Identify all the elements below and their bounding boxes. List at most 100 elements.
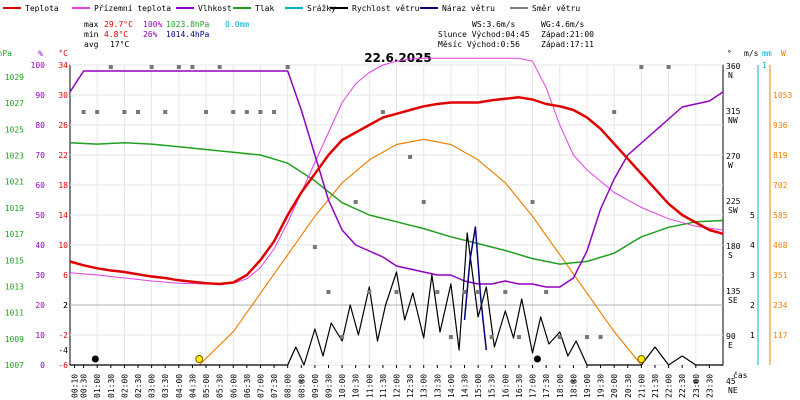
hpa-axis-label: hPa <box>0 49 12 58</box>
series <box>69 57 724 384</box>
moonset-marker <box>533 355 541 363</box>
wm2-axis-tick-label: 351 <box>773 271 788 280</box>
wind-direction-point <box>95 110 100 114</box>
stats-min-hum: 26% <box>143 30 158 39</box>
wind-direction-point <box>489 335 494 339</box>
wind-direction-point <box>272 110 277 114</box>
legend-label: Přízemní teplota <box>94 4 171 13</box>
hpa-axis-tick-label: 1021 <box>5 178 24 187</box>
temp-axis-tick-label-low: -4 <box>58 346 68 355</box>
x-tick-label: 21:30 <box>651 374 660 398</box>
ms-axis-tick-label: 5 <box>750 211 755 220</box>
dir-axis-tick-label: 135 <box>726 287 741 296</box>
x-tick-label: 11:30 <box>379 374 388 398</box>
x-tick-label: 09:00 <box>311 374 320 398</box>
wm2-axis-tick-label: 936 <box>773 121 788 130</box>
dir-axis-tick-label: SE <box>728 296 738 305</box>
wind-direction-point <box>666 65 671 69</box>
dir-axis-tick-label: S <box>728 251 733 260</box>
x-tick-label: 16:00 <box>501 374 510 398</box>
wind-direction-point <box>285 65 290 69</box>
x-tick-label: 22:00 <box>665 374 674 398</box>
wind-direction-point <box>353 200 358 204</box>
dir-axis-label: ° <box>727 49 732 58</box>
x-tick-label: 23:00 <box>692 374 701 398</box>
x-tick-label: 13:30 <box>433 374 442 398</box>
x-tick-label: 18:30 <box>569 374 578 398</box>
x-tick-label: 00:30 <box>80 374 89 398</box>
wind-direction-point <box>231 110 236 114</box>
hpa-axis-tick-label: 1025 <box>5 125 24 134</box>
x-tick-label: 15:30 <box>488 374 497 398</box>
dir-axis-tick-label: SW <box>728 206 738 215</box>
hpa-axis-tick-label: 1023 <box>5 152 24 161</box>
hpa-axis-tick-label: 1029 <box>5 73 24 82</box>
wind-direction-point <box>639 65 644 69</box>
wind-direction-point <box>244 110 249 114</box>
temp-axis-tick-label: -6 <box>58 361 68 370</box>
pct-axis-tick-label: 40 <box>35 241 45 250</box>
x-tick-label: 11:00 <box>365 374 374 398</box>
wind-direction-point <box>598 335 603 339</box>
x-tick-label: 17:30 <box>542 374 551 398</box>
x-tick-label: 02:30 <box>134 374 143 398</box>
stats-max-temp: 29.7°C <box>104 20 133 29</box>
wind-direction-point <box>81 110 86 114</box>
wind-direction-point <box>299 380 304 384</box>
legend-label: Teplota <box>25 4 59 13</box>
pct-axis-label: % <box>38 49 43 58</box>
hpa-axis-tick-label: 1027 <box>5 99 24 108</box>
info-sun-rise: Slunce Východ:04:45 <box>438 30 530 39</box>
wind-direction-point <box>503 290 508 294</box>
legend-label: Vlhkost <box>198 4 232 13</box>
ms-axis-tick-label: 1 <box>750 331 755 340</box>
wm2-axis-tick-label: 468 <box>773 241 788 250</box>
temp-axis-tick-label: 18 <box>58 181 68 190</box>
wind-direction-point <box>312 245 317 249</box>
wind-direction-point <box>258 110 263 114</box>
axes: hPa1029102710251023102110191017101510131… <box>0 49 792 395</box>
x-tick-label: 14:30 <box>461 374 470 398</box>
stats-min-label: min <box>84 30 99 39</box>
series-pressure-line <box>69 141 724 265</box>
temp-axis-tick-label: 30 <box>58 91 68 100</box>
stats-max-label: max <box>84 20 99 29</box>
pct-axis-tick-label: 30 <box>35 271 45 280</box>
stats-avg-temp: 17°C <box>110 40 129 49</box>
wind-direction-point <box>516 335 521 339</box>
x-tick-label: 21:00 <box>637 374 646 398</box>
temp-axis-tick-label: 2 <box>63 301 68 310</box>
x-tick-label: 10:00 <box>338 374 347 398</box>
info-block: WS:3.6m/s WG:4.6m/s Slunce Východ:04:45 … <box>438 20 594 49</box>
wm2-axis-tick-label: 585 <box>773 211 788 220</box>
wind-direction-point <box>693 380 698 384</box>
wind-direction-point <box>204 110 209 114</box>
stats-min-press: 1014.4hPa <box>166 30 210 39</box>
wind-direction-point <box>544 290 549 294</box>
temp-axis-tick-label: 10 <box>58 241 68 250</box>
x-tick-label: 07:00 <box>256 374 265 398</box>
x-tick-label: 01:30 <box>107 374 116 398</box>
hpa-axis-tick-label: 1007 <box>5 361 24 370</box>
x-tick-label: 05:30 <box>216 374 225 398</box>
pct-axis-tick-label: 10 <box>35 331 45 340</box>
legend-label: Srážky <box>307 4 336 13</box>
x-tick-label: 02:00 <box>120 374 129 398</box>
temp-axis-label: °C <box>58 49 68 58</box>
series-wind-gust-line <box>463 226 488 351</box>
pct-axis-tick-label: 50 <box>35 211 45 220</box>
x-tick-label: 00:10 <box>71 374 80 398</box>
wind-direction-point <box>122 110 127 114</box>
temp-axis-tick-label: 34 <box>58 61 68 70</box>
series-temperature-line <box>69 96 724 286</box>
legend-label: Náraz větru <box>442 4 495 13</box>
wind-direction-point <box>108 65 113 69</box>
x-tick-label: 01:00 <box>93 374 102 398</box>
mm-axis-label: mm <box>762 49 772 58</box>
stats-max-hum: 100% <box>143 20 162 29</box>
x-tick-label: 22:30 <box>678 374 687 398</box>
wind-direction-point <box>584 335 589 339</box>
chart-title: 22.6.2025 <box>364 51 432 65</box>
wind-direction-point <box>149 65 154 69</box>
x-tick-label: 06:00 <box>229 374 238 398</box>
